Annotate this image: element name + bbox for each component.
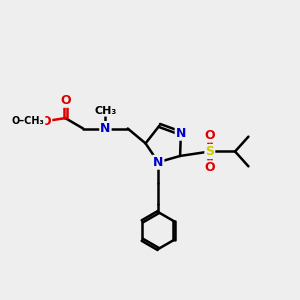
Text: O: O [60,94,70,107]
Text: O: O [205,129,215,142]
Text: N: N [153,156,164,169]
Text: N: N [100,122,111,135]
Text: N: N [176,127,186,140]
Text: O: O [41,115,51,128]
Text: O: O [205,161,215,174]
Text: S: S [205,145,214,158]
Text: CH₃: CH₃ [94,106,117,116]
Text: O–CH₃: O–CH₃ [12,116,44,126]
